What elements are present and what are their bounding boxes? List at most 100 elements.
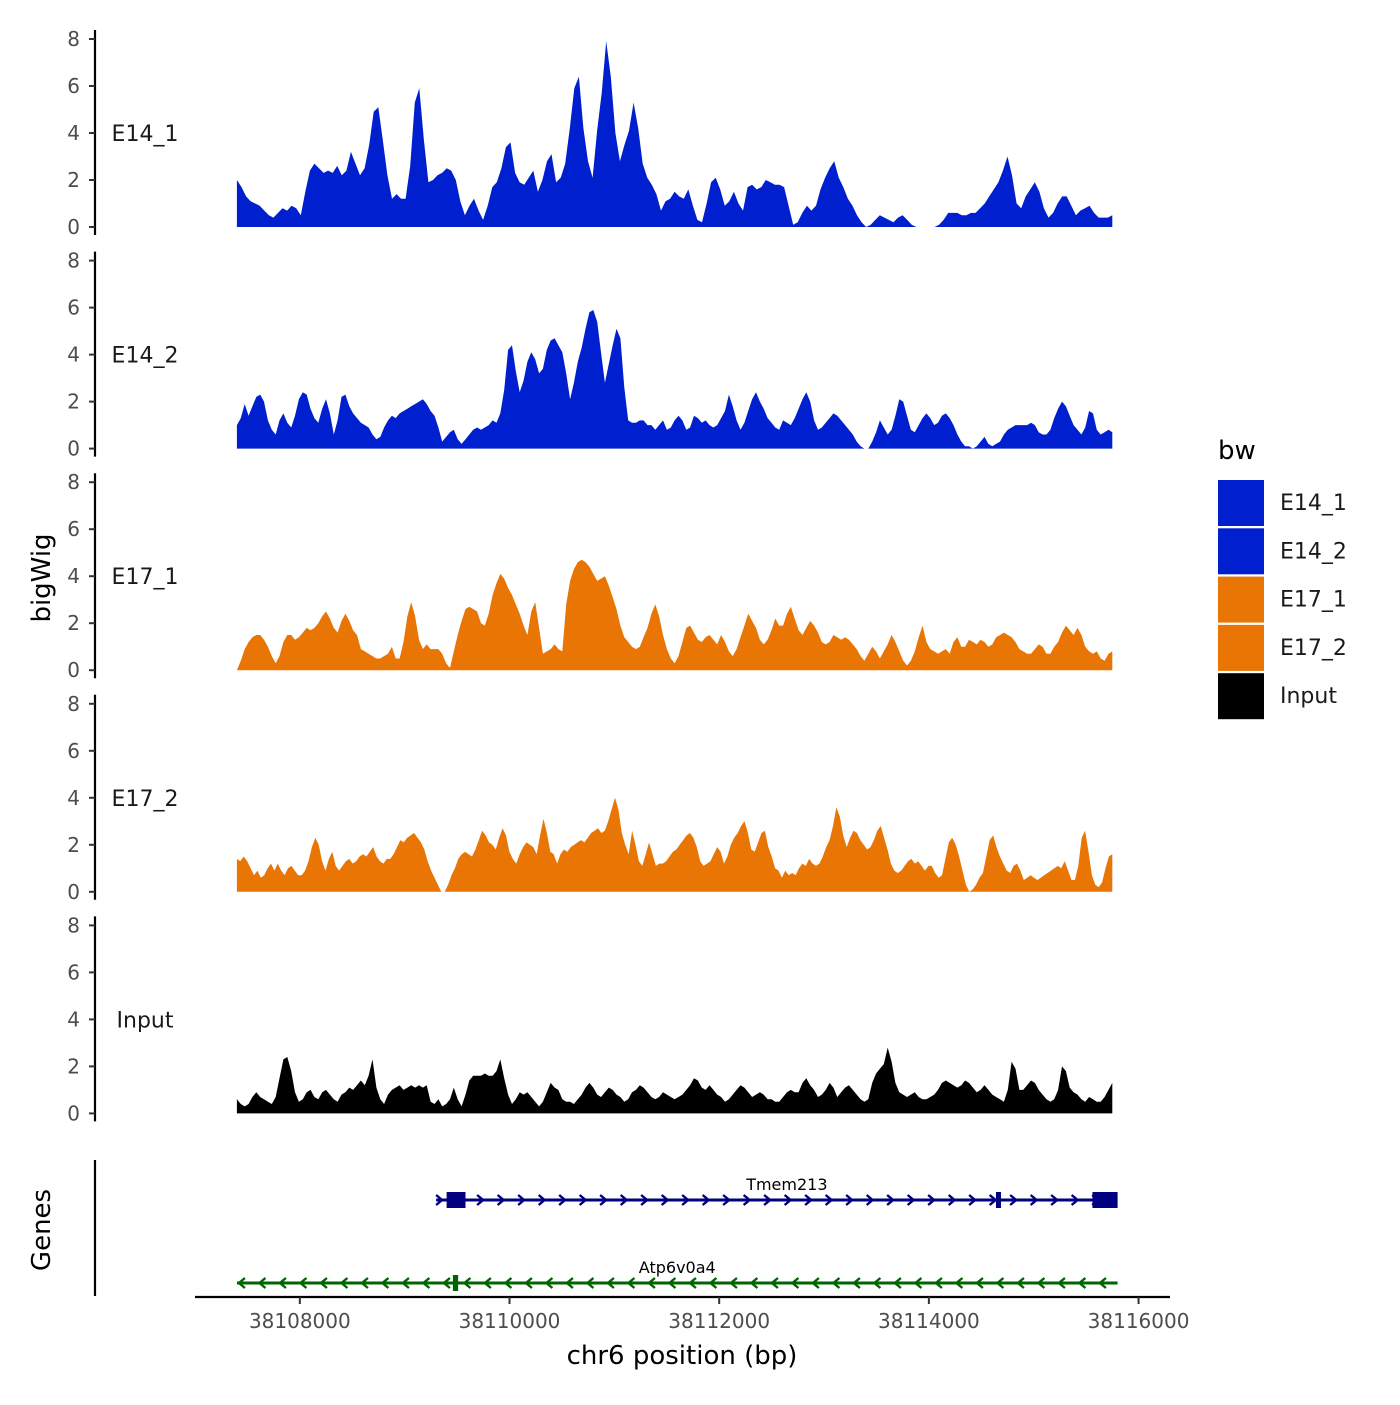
strand-arrow [708,1277,718,1289]
strand-arrow [783,1194,793,1206]
strand-arrow [770,1277,779,1289]
strand-arrow [1098,1277,1107,1289]
y-tick-label: 4 [67,1007,80,1031]
strand-arrow [749,1277,759,1289]
signal-area [236,797,1113,892]
y-tick-label: 8 [67,249,80,273]
x-tick-label: 38112000 [668,1309,770,1333]
strand-arrow [1077,1277,1087,1289]
strand-arrow [401,1277,410,1289]
track-e14-1: 0 2 4 6 8 E14_1 [67,27,1113,239]
y-tick-label: 8 [67,470,80,494]
strand-arrow [237,1277,246,1289]
track-label: E17_2 [112,787,179,812]
strand-arrow [565,1277,574,1289]
strand-arrow [339,1277,349,1289]
legend-item-e14-1: E14_1 [1218,480,1347,526]
strand-arrow [852,1277,861,1289]
x-tick-label: 38108000 [249,1309,351,1333]
strand-arrow [524,1277,533,1289]
y-tick-label: 6 [67,74,80,98]
strand-arrow [606,1277,615,1289]
track-e17-1: 0 2 4 6 8 E17_1 [67,470,1113,682]
strand-arrow [947,1194,957,1206]
strand-arrow [688,1277,697,1289]
strand-arrow [831,1277,841,1289]
y-tick-label: 8 [67,692,80,716]
strand-arrow [360,1277,369,1289]
y-tick-label: 2 [67,1054,80,1078]
track-input: 0 2 4 6 8 Input [67,913,1113,1125]
track-e17-2: 0 2 4 6 8 E17_2 [67,692,1113,904]
strand-arrow [845,1194,855,1206]
legend-item-e17-1: E17_1 [1218,576,1347,623]
strand-arrow [763,1194,773,1206]
strand-arrow [1036,1277,1046,1289]
strand-arrow [954,1277,964,1289]
exon [452,1275,459,1291]
strand-arrow [934,1277,943,1289]
gene-label: Tmem213 [745,1175,827,1194]
y-axis-title: bigWig [27,533,57,622]
signal-area [236,559,1113,671]
legend-label: E17_1 [1280,588,1347,613]
strand-arrow [790,1277,800,1289]
strand-arrow [380,1277,390,1289]
gene-label: Atp6v0a4 [639,1258,716,1277]
y-tick-label: 6 [67,296,80,320]
track-label: E14_2 [112,344,179,369]
x-axis-title: chr6 position (bp) [567,1341,798,1371]
y-tick-label: 2 [67,390,80,414]
strand-arrow [626,1277,636,1289]
signal-area [236,1047,1113,1114]
strand-arrow [619,1194,629,1206]
track-e14-2: 0 2 4 6 8 E14_2 [67,249,1113,461]
strand-arrow [517,1194,527,1206]
y-tick-label: 2 [67,168,80,192]
y-tick-label: 8 [67,913,80,937]
strand-arrow [257,1277,267,1289]
legend: bw E14_1 E14_2 E17_1 E17_2 Input [1218,436,1347,720]
strand-arrow [865,1194,875,1206]
strand-arrow [1009,1194,1019,1206]
y-tick-label: 0 [67,437,80,461]
legend-item-input: Input [1218,673,1337,720]
strand-arrow [975,1277,984,1289]
legend-item-e17-2: E17_2 [1218,624,1347,671]
strand-arrow [537,1194,547,1206]
exon [995,1192,1001,1208]
strand-arrow [503,1277,513,1289]
track-label: E14_1 [112,122,179,147]
strand-arrow [1016,1277,1025,1289]
strand-arrow [681,1194,691,1206]
legend-label: E14_2 [1280,539,1347,564]
strand-arrow [421,1277,431,1289]
strand-arrow [578,1194,588,1206]
strand-arrow [435,1194,445,1206]
strand-arrow [1057,1277,1066,1289]
strand-arrow [742,1194,752,1206]
legend-title: bw [1218,436,1256,466]
y-tick-label: 0 [67,658,80,682]
strand-arrow [319,1277,328,1289]
strand-arrow [804,1194,814,1206]
strand-arrow [278,1277,287,1289]
strand-arrow [968,1194,978,1206]
strand-arrow [729,1277,738,1289]
legend-swatch [1218,528,1264,575]
strand-arrow [476,1194,486,1206]
strand-arrow [913,1277,923,1289]
strand-arrow [483,1277,492,1289]
genes-layer: Tmem213 Atp6v0a4 [93,1160,1118,1296]
x-tick-label: 38116000 [1088,1309,1190,1333]
strand-arrow [893,1277,902,1289]
y-tick-label: 0 [67,1101,80,1125]
strand-arrow [995,1277,1005,1289]
strand-arrow [1050,1194,1060,1206]
y-tick-label: 4 [67,343,80,367]
strand-arrow [462,1277,472,1289]
strand-arrow [660,1194,670,1206]
y-tick-label: 2 [67,833,80,857]
